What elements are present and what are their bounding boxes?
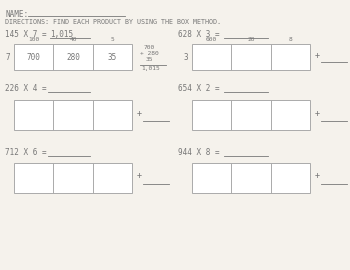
Bar	[14, 100, 132, 130]
Bar	[14, 163, 132, 193]
Text: 40: 40	[69, 37, 77, 42]
Text: +: +	[137, 109, 142, 117]
Text: 944 X 8 =: 944 X 8 =	[178, 148, 220, 157]
Text: +: +	[315, 171, 320, 181]
Text: 3: 3	[183, 52, 188, 62]
Text: 700: 700	[144, 45, 155, 50]
Bar	[14, 44, 132, 70]
Text: 1,015: 1,015	[50, 30, 73, 39]
Text: +: +	[315, 109, 320, 117]
Bar	[192, 44, 310, 70]
Text: + 280: + 280	[140, 51, 159, 56]
Text: 100: 100	[28, 37, 39, 42]
Text: 1,015: 1,015	[141, 66, 160, 71]
Bar	[192, 163, 310, 193]
Text: 145 X 7 =: 145 X 7 =	[5, 30, 47, 39]
Text: DIRECTIONS: FIND EACH PRODUCT BY USING THE BOX METHOD.: DIRECTIONS: FIND EACH PRODUCT BY USING T…	[5, 19, 221, 25]
Text: 600: 600	[206, 37, 217, 42]
Bar	[192, 100, 310, 130]
Text: 628 X 3 =: 628 X 3 =	[178, 30, 220, 39]
Text: 35: 35	[108, 52, 117, 62]
Text: 712 X 6 =: 712 X 6 =	[5, 148, 47, 157]
Text: 654 X 2 =: 654 X 2 =	[178, 84, 220, 93]
Text: 226 X 4 =: 226 X 4 =	[5, 84, 47, 93]
Text: 8: 8	[288, 37, 292, 42]
Text: 700: 700	[27, 52, 41, 62]
Text: 35: 35	[146, 57, 154, 62]
Text: +: +	[137, 171, 142, 181]
Text: NAME:: NAME:	[5, 10, 28, 19]
Text: 5: 5	[111, 37, 114, 42]
Text: 20: 20	[247, 37, 255, 42]
Text: 280: 280	[66, 52, 80, 62]
Text: 7: 7	[5, 52, 10, 62]
Text: +: +	[315, 50, 320, 59]
